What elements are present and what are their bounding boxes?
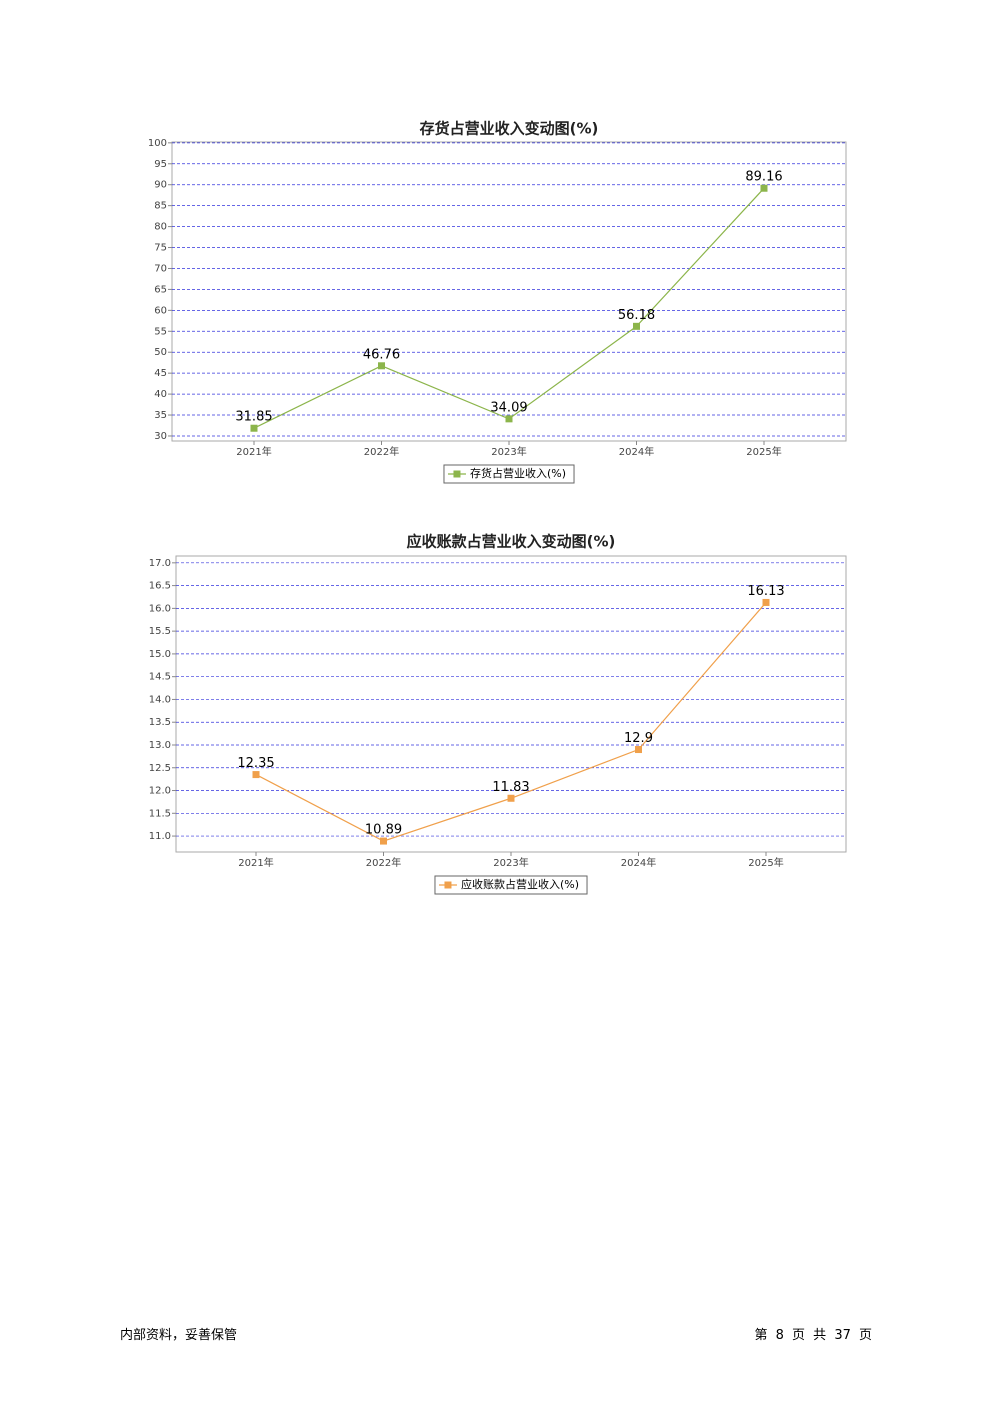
y-tick-label: 35 bbox=[154, 410, 167, 421]
y-tick-label: 30 bbox=[154, 431, 167, 442]
y-tick-label: 15.5 bbox=[149, 626, 171, 637]
data-label: 46.76 bbox=[363, 347, 400, 362]
data-point bbox=[505, 415, 513, 423]
data-point bbox=[380, 837, 387, 845]
data-point bbox=[635, 746, 642, 754]
x-tick-label: 2021年 bbox=[236, 445, 271, 458]
x-tick-label: 2024年 bbox=[619, 445, 654, 458]
data-label: 56.18 bbox=[618, 308, 655, 323]
x-tick-label: 2021年 bbox=[238, 856, 273, 869]
data-label: 11.83 bbox=[492, 780, 529, 795]
data-label: 31.85 bbox=[235, 410, 272, 425]
x-tick-label: 2022年 bbox=[366, 856, 401, 869]
data-point bbox=[760, 184, 768, 192]
y-tick-label: 15.0 bbox=[149, 649, 171, 660]
data-label: 34.09 bbox=[490, 400, 527, 415]
data-point bbox=[762, 598, 770, 606]
y-tick-label: 12.0 bbox=[149, 786, 171, 797]
y-tick-label: 14.5 bbox=[149, 672, 171, 683]
y-tick-label: 85 bbox=[154, 201, 167, 212]
y-tick-label: 65 bbox=[154, 284, 167, 295]
y-tick-label: 90 bbox=[154, 180, 167, 191]
y-tick-label: 13.5 bbox=[149, 717, 171, 728]
y-tick-label: 60 bbox=[154, 305, 167, 316]
x-tick-label: 2025年 bbox=[748, 856, 783, 869]
y-tick-label: 17.0 bbox=[149, 558, 171, 569]
y-tick-label: 40 bbox=[154, 389, 167, 400]
y-tick-label: 100 bbox=[148, 138, 167, 149]
data-point bbox=[252, 771, 260, 779]
x-tick-label: 2022年 bbox=[364, 445, 399, 458]
x-tick-label: 2025年 bbox=[746, 445, 781, 458]
y-tick-label: 11.5 bbox=[149, 808, 171, 819]
y-tick-label: 75 bbox=[154, 243, 167, 254]
footer-right: 第 8 页 共 37 页 bbox=[754, 1328, 872, 1343]
legend-label: 存货占营业收入(%) bbox=[470, 466, 566, 480]
legend-label: 应收账款占营业收入(%) bbox=[461, 877, 579, 891]
y-tick-label: 50 bbox=[154, 347, 167, 358]
y-tick-label: 16.0 bbox=[149, 603, 171, 614]
x-tick-label: 2024年 bbox=[621, 856, 656, 869]
data-point bbox=[250, 424, 258, 432]
data-point bbox=[507, 794, 515, 802]
data-label: 89.16 bbox=[745, 170, 782, 185]
y-tick-label: 12.5 bbox=[149, 763, 171, 774]
plot-area bbox=[175, 555, 847, 853]
charts: 存货占营业收入变动图(%) 30 35 40 45 50 55 60 65 70 75 80 85 90 9… bbox=[148, 120, 847, 895]
legend-marker bbox=[453, 470, 461, 478]
y-tick-label: 95 bbox=[154, 159, 167, 170]
y-tick-label: 45 bbox=[154, 368, 167, 379]
data-label: 12.35 bbox=[237, 756, 274, 771]
y-tick-label: 11.0 bbox=[149, 831, 171, 842]
footer-left: 内部资料，妥善保管 bbox=[120, 1328, 238, 1343]
legend-marker bbox=[444, 881, 452, 889]
chart-title: 应收账款占营业收入变动图(%) bbox=[407, 533, 616, 551]
y-tick-label: 80 bbox=[154, 222, 167, 233]
legend-box bbox=[443, 464, 575, 484]
data-point bbox=[633, 322, 640, 330]
x-tick-label: 2023年 bbox=[491, 445, 526, 458]
y-tick-label: 14.0 bbox=[149, 694, 171, 705]
y-tick-label: 70 bbox=[154, 263, 167, 274]
y-tick-label: 13.0 bbox=[149, 740, 171, 751]
y-tick-label: 16.5 bbox=[149, 581, 171, 592]
plot-area bbox=[171, 141, 847, 442]
data-label: 12.9 bbox=[624, 731, 653, 746]
data-label: 10.89 bbox=[365, 823, 402, 838]
y-tick-label: 55 bbox=[154, 326, 167, 337]
x-tick-label: 2023年 bbox=[493, 856, 528, 869]
data-point bbox=[378, 362, 385, 370]
chart-title: 存货占营业收入变动图(%) bbox=[420, 120, 599, 138]
legend: 应收账款占营业收入(%) bbox=[434, 875, 588, 895]
legend-box bbox=[434, 875, 588, 895]
legend: 存货占营业收入(%) bbox=[443, 464, 575, 484]
data-label: 16.13 bbox=[747, 584, 784, 599]
